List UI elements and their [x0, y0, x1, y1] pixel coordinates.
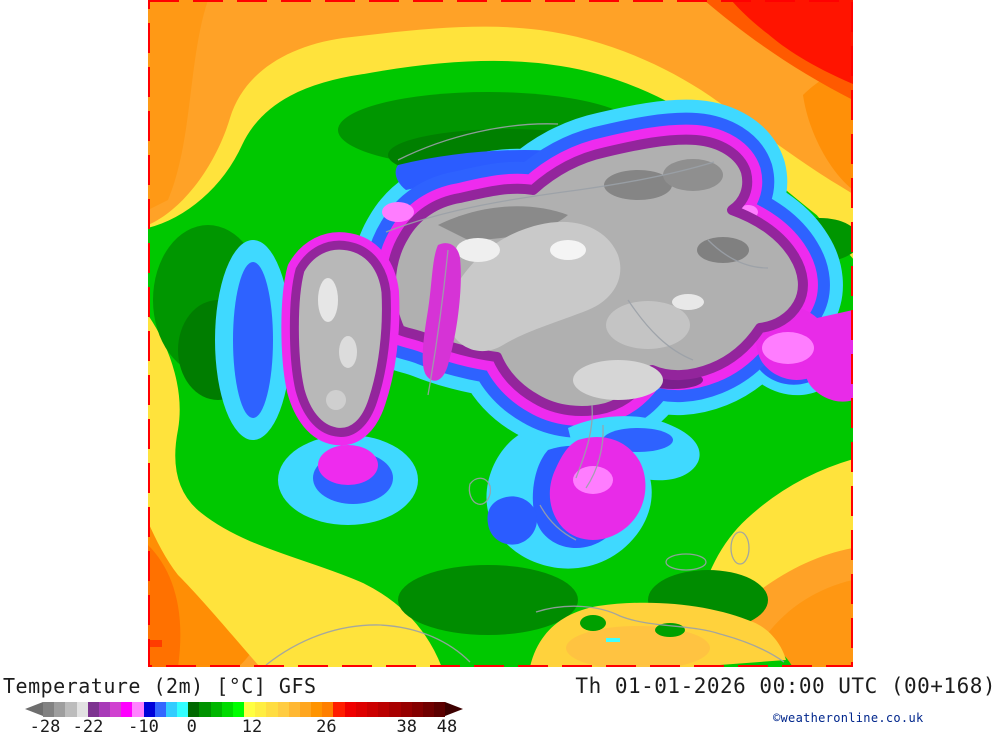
scale-arrow-right-icon: [445, 702, 463, 716]
scale-cell: [154, 702, 166, 717]
scale-cell: [221, 702, 233, 717]
scale-cell: [199, 702, 211, 717]
scale-cell: [333, 702, 345, 717]
temperature-map[interactable]: [148, 0, 853, 667]
scale-tick-label: -10: [128, 717, 159, 733]
scale-cells: [43, 702, 446, 717]
scale-tick-label: 38: [396, 717, 418, 733]
forecast-timestamp: Th 01-01-2026 00:00 UTC (00+168): [575, 674, 996, 698]
scale-cell: [177, 702, 189, 717]
scale-tick-label: 48: [436, 717, 458, 733]
scale-cell: [43, 702, 55, 717]
scale-cell: [232, 702, 245, 717]
scale-cell: [422, 702, 435, 717]
scale-cell: [76, 702, 88, 717]
map-canvas: [148, 0, 853, 667]
mediterranean-warm-zone: [530, 602, 786, 667]
copyright-link[interactable]: ©weatheronline.co.uk: [773, 711, 924, 725]
scale-tick-label: -28: [29, 717, 61, 733]
temperature-scale: -28 -22 -10 0 12 26 38 48: [25, 702, 463, 733]
scale-cell: [255, 702, 267, 717]
scale-cell: [244, 702, 256, 717]
scale-cell: [132, 702, 144, 717]
scale-cell: [277, 702, 289, 717]
scale-cell: [434, 702, 446, 717]
scale-cell: [311, 702, 323, 717]
scale-cell: [322, 702, 334, 717]
scale-cell: [65, 702, 77, 717]
scale-cell: [87, 702, 99, 717]
scale-cell: [188, 702, 200, 717]
scale-cell: [299, 702, 312, 717]
scale-cell: [366, 702, 379, 717]
scale-tick-label: -22: [72, 717, 104, 733]
scale-tick-label: 12: [241, 717, 263, 733]
scale-cell: [344, 702, 356, 717]
scale-cell: [98, 702, 111, 717]
scale-tick-labels: -28 -22 -10 0 12 26 38 48: [30, 717, 458, 733]
scale-cell: [165, 702, 178, 717]
scale-cell: [143, 702, 155, 717]
zone-hot-red-corner: [704, 0, 853, 100]
scale-cell: [110, 702, 122, 717]
scale-cell: [266, 702, 278, 717]
scale-cell: [355, 702, 367, 717]
scale-cell: [389, 702, 401, 717]
coastlines: [265, 123, 785, 666]
scale-arrow-left-icon: [25, 702, 43, 716]
map-border: [148, 0, 853, 667]
scale-tick-label: 0: [186, 717, 197, 733]
legend-title: Temperature (2m) [°C] GFS: [3, 674, 317, 698]
scale-cell: [210, 702, 222, 717]
scale-cell: [121, 702, 133, 717]
scale-cell: [54, 702, 66, 717]
scale-cell: [378, 702, 390, 717]
scale-cell: [400, 702, 412, 717]
scale-cell: [288, 702, 300, 717]
scale-tick-label: 26: [316, 717, 337, 733]
scale-cell: [411, 702, 423, 717]
greenland-cold-blob: [281, 232, 400, 446]
